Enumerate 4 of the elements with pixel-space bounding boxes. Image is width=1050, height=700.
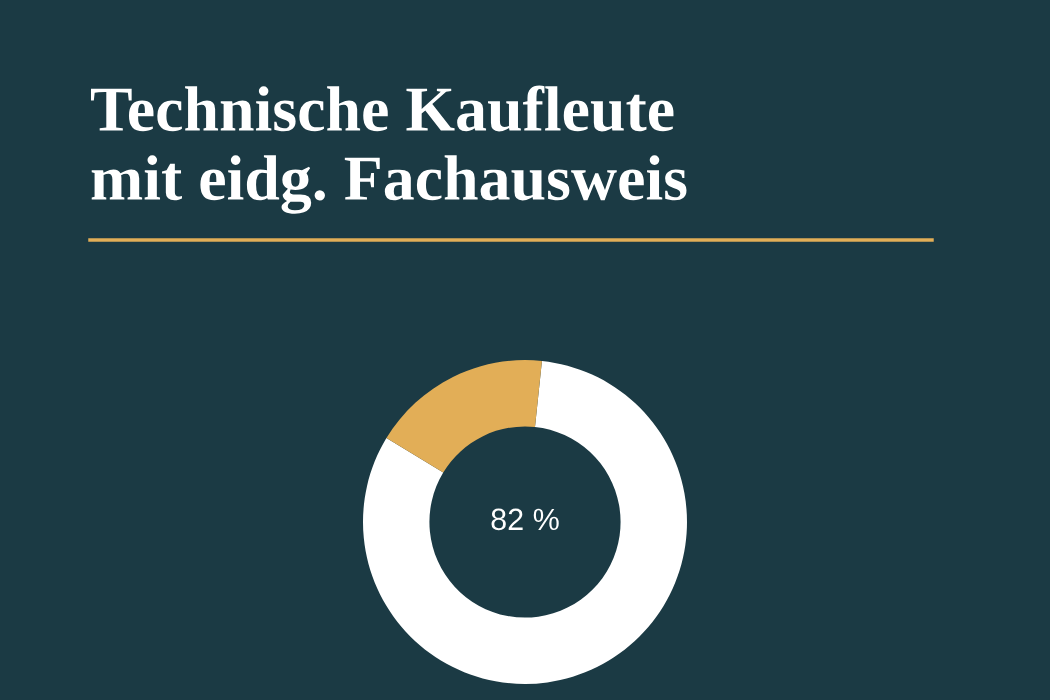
- donut-slice: [386, 360, 542, 473]
- chart-title: Technische Kaufleute mit eidg. Fachausweis: [91, 85, 687, 214]
- donut-slice: [363, 360, 687, 684]
- data-label: 82 %: [491, 508, 559, 531]
